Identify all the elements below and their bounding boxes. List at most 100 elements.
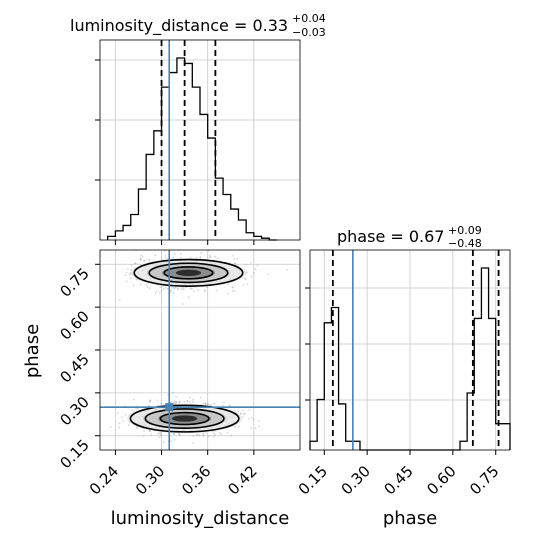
sample-point (143, 259, 145, 262)
sample-point (213, 435, 216, 438)
sample-point (230, 434, 233, 437)
sample-point (173, 400, 176, 402)
sample-point (223, 401, 225, 404)
sample-point (171, 286, 173, 289)
sample-point (242, 413, 245, 416)
sample-point (173, 432, 175, 435)
sample-point (155, 290, 158, 292)
sample-point (133, 398, 136, 401)
sample-point (232, 286, 234, 289)
bl-xtick-label-0: 0.24 (86, 462, 122, 498)
sample-point (173, 287, 176, 290)
sample-point (202, 434, 205, 437)
sample-point (131, 409, 133, 412)
sample-point (175, 395, 178, 398)
sample-point (234, 426, 236, 428)
sample-point (214, 255, 217, 258)
sample-point (210, 404, 213, 406)
sample-point (207, 403, 209, 406)
sample-point (237, 425, 240, 428)
title-phase-minus: −0.48 (448, 237, 482, 250)
sample-point (248, 408, 251, 411)
sample-point (213, 433, 216, 436)
sample-point (222, 404, 225, 407)
sample-point (170, 401, 172, 404)
sample-point (208, 254, 211, 257)
sample-point (170, 440, 173, 442)
sample-point (245, 271, 248, 274)
contour-0-2 (163, 266, 214, 280)
sample-point (192, 398, 195, 401)
sample-point (241, 416, 244, 418)
sample-point (172, 257, 175, 260)
sample-point (242, 284, 245, 287)
br-xtick-label-1: 0.30 (338, 462, 374, 498)
sample-point (170, 291, 172, 293)
sample-point (186, 400, 189, 403)
sample-point (250, 427, 253, 430)
sample-point (231, 254, 234, 257)
title-luminosity-distance-plus: +0.04 (292, 12, 326, 25)
sample-point (209, 256, 212, 259)
sample-point (148, 400, 151, 403)
sample-point (233, 290, 236, 292)
sample-point (178, 433, 181, 436)
sample-point (239, 412, 242, 415)
sample-point (127, 424, 130, 426)
sample-point (196, 256, 198, 259)
sample-point (149, 399, 152, 402)
sample-point (187, 296, 190, 299)
sample-point (134, 262, 137, 265)
title-phase-plus: +0.09 (448, 224, 482, 237)
sample-point (199, 257, 202, 259)
xlabel-luminosity-distance: luminosity_distance (111, 508, 290, 529)
sample-point (159, 433, 162, 436)
sample-point (136, 263, 139, 265)
sample-point (200, 251, 203, 254)
sample-point (250, 261, 252, 264)
sample-point (257, 419, 260, 422)
sample-point (237, 410, 240, 413)
sample-point (158, 292, 161, 294)
bl-xtick-label-1: 0.30 (132, 462, 168, 498)
sample-point (140, 254, 143, 257)
sample-point (177, 287, 180, 290)
contour-1-0 (129, 404, 240, 433)
sample-point (250, 416, 253, 419)
sample-point (148, 258, 151, 261)
contour-0-1 (148, 262, 229, 284)
sample-point (252, 418, 255, 421)
sample-point (189, 396, 191, 399)
sample-point (192, 290, 195, 293)
sample-point (209, 256, 212, 258)
sample-point (191, 287, 194, 290)
sample-point (204, 290, 207, 293)
sample-point (202, 434, 205, 437)
sample-point (202, 402, 205, 405)
sample-point (139, 258, 142, 261)
sample-point (200, 396, 202, 399)
sample-point (231, 286, 234, 288)
bl-xtick-label-3: 0.42 (224, 462, 260, 498)
sample-point (130, 264, 133, 267)
sample-point (179, 401, 181, 404)
sample-point (205, 286, 208, 289)
contour-1-2 (159, 411, 210, 426)
sample-point (109, 426, 112, 429)
sample-point (162, 288, 165, 291)
sample-point (286, 269, 289, 271)
sample-point (154, 292, 157, 294)
sample-point (141, 255, 144, 258)
sample-point (208, 435, 210, 437)
sample-point (139, 283, 142, 286)
sample-point (136, 427, 139, 430)
sample-point (159, 403, 162, 405)
sample-point (154, 254, 157, 256)
ylabel-phase: phase (22, 324, 43, 378)
sample-point (254, 268, 257, 270)
sample-point (188, 401, 191, 403)
sample-point (173, 433, 175, 435)
sample-point (175, 401, 178, 404)
sample-point (205, 402, 208, 405)
